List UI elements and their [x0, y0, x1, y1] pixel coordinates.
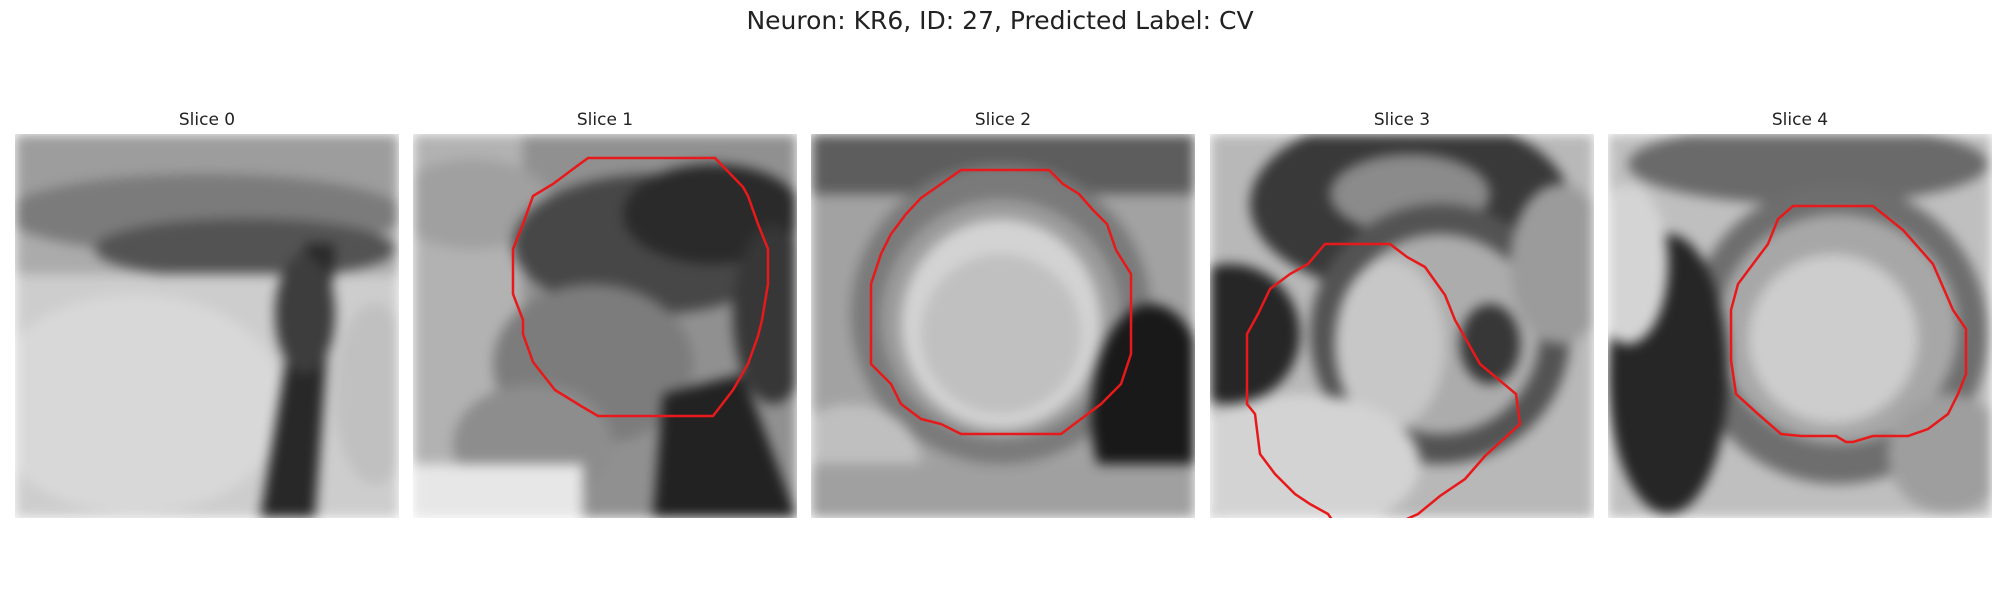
slice-2-image — [811, 134, 1195, 518]
slice-3-image — [1210, 134, 1594, 518]
slice-4-panel — [1608, 134, 1992, 518]
slice-1-panel — [413, 134, 797, 518]
slice-3-panel — [1210, 134, 1594, 518]
slice-4-outline-path — [1729, 204, 1968, 444]
slice-2-panel — [811, 134, 1195, 518]
slice-0-title: Slice 0 — [178, 110, 236, 130]
slice-3-outline — [1245, 242, 1522, 518]
slice-0-image — [15, 134, 399, 518]
slice-4-outline — [1729, 204, 1968, 444]
slice-1-outline-path — [511, 156, 770, 418]
slice-3-title: Slice 3 — [1373, 110, 1431, 130]
figure-title: Neuron: KR6, ID: 27, Predicted Label: CV — [746, 6, 1254, 35]
slice-0-panel — [15, 134, 399, 518]
slice-2-title: Slice 2 — [974, 110, 1032, 130]
slice-1-title: Slice 1 — [576, 110, 634, 130]
slice-4-title: Slice 4 — [1771, 110, 1829, 130]
slice-3-outline-path — [1245, 242, 1522, 518]
slice-4-image — [1608, 134, 1992, 518]
slice-1-image — [413, 134, 797, 518]
slice-2-outline — [869, 168, 1133, 436]
slice-1-outline — [511, 156, 770, 418]
slice-2-outline-path — [869, 168, 1133, 436]
